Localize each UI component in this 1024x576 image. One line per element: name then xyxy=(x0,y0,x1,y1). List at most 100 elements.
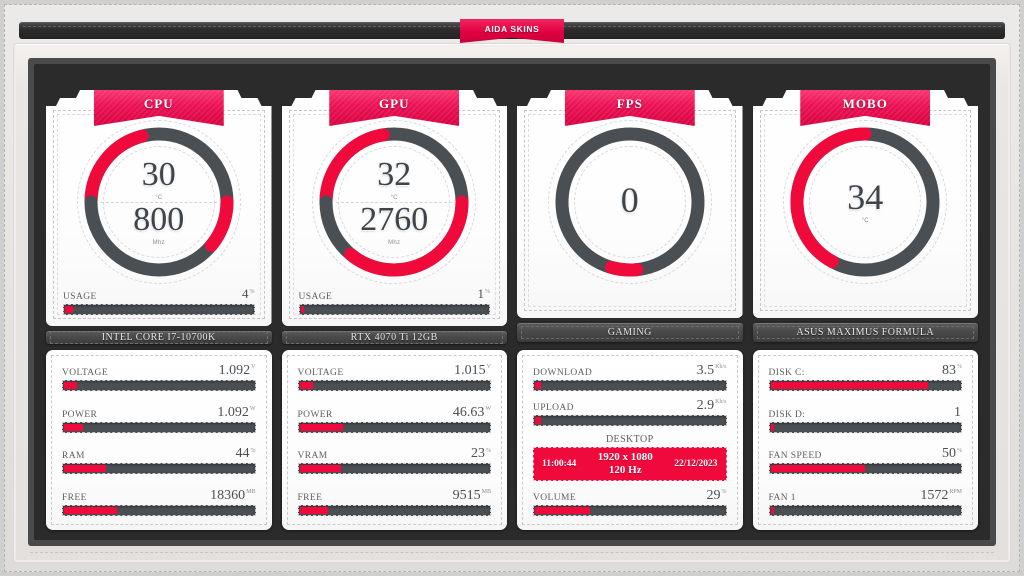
stat-label: POWER xyxy=(297,409,333,420)
aida-skins-tab-label: AIDA SKINS xyxy=(484,24,540,34)
stat-bar-fill xyxy=(64,423,83,431)
stat-label: FAN 1 xyxy=(768,492,796,503)
usage-label: USAGE xyxy=(298,292,333,302)
stat-unit: Kb/s xyxy=(715,399,727,406)
stat-unit: W xyxy=(485,406,491,412)
stat-unit: % xyxy=(957,447,962,454)
usage-bar-fill xyxy=(65,306,73,313)
device-plate-inner: ASUS MAXIMUS FORMULA xyxy=(756,326,974,339)
stat-bar xyxy=(768,380,962,391)
gauge-area: 30 °C 800 Mhz xyxy=(55,118,263,286)
stat-bar xyxy=(297,463,491,475)
stat-label: DISK C: xyxy=(768,368,805,378)
stat-bar xyxy=(533,380,727,391)
dashboard-grid: 30 °C 800 Mhz USAGE 4% CPU xyxy=(34,64,990,540)
gauge-dial: 0 xyxy=(546,118,714,286)
stat-label: UPLOAD xyxy=(533,403,574,413)
stat-row: VOLTAGE 1.092V xyxy=(62,364,256,391)
usage-bar xyxy=(63,304,255,315)
stat-list: VOLTAGE 1.092V POWER 1.092W RAM 44% FREE… xyxy=(56,360,262,520)
outer-frame: AIDA SKINS 30 °C 800 Mhz xyxy=(4,4,1020,572)
usage-unit: % xyxy=(249,288,255,295)
device-plate: GAMING xyxy=(517,323,743,342)
stat-value: 1.092W xyxy=(217,404,256,420)
stat-row: FAN SPEED 50% xyxy=(768,447,962,475)
stat-list: DISK C: 83% DISK D: 1 FAN SPEED 50% FAN … xyxy=(763,360,969,520)
stat-value: 1572RPM xyxy=(920,487,962,503)
desktop-info-row: DESKTOP 11:00:44 1920 x 1080 120 Hz 22/1… xyxy=(533,434,727,481)
stat-row: POWER 1.092W xyxy=(62,404,256,433)
stat-bar-fill xyxy=(535,417,541,424)
stat-bar xyxy=(297,380,491,391)
stat-bar-fill xyxy=(299,423,344,431)
gauge-card-cpu: 30 °C 800 Mhz USAGE 4% CPU xyxy=(46,90,272,344)
stat-value: 83% xyxy=(942,363,962,378)
stat-bar xyxy=(297,504,491,516)
stat-bar xyxy=(62,380,256,391)
desktop-title: DESKTOP xyxy=(605,434,654,445)
gauge-card-body: 32 °C 2760 Mhz USAGE 1% xyxy=(282,90,508,326)
stat-value: 44% xyxy=(235,446,256,462)
stat-value: 29% xyxy=(706,488,727,503)
gauge-inner-guide xyxy=(574,146,686,258)
stat-card-3: DISK C: 83% DISK D: 1 FAN SPEED 50% FAN … xyxy=(752,350,978,530)
stat-bar-fill xyxy=(535,382,541,389)
stat-bar xyxy=(768,463,962,475)
stat-value: 18360MB xyxy=(210,487,256,503)
stat-bar-fill xyxy=(299,382,313,389)
dashboard-surface: 30 °C 800 Mhz USAGE 4% CPU xyxy=(34,64,990,540)
desktop-refresh-rate: 120 Hz xyxy=(608,464,642,476)
device-name: ASUS MAXIMUS FORMULA xyxy=(796,327,935,338)
gauge-title: FPS xyxy=(616,96,643,111)
usage-value: 4% xyxy=(242,286,255,301)
stat-bar xyxy=(768,421,962,433)
gauge-card-body: 30 °C 800 Mhz USAGE 4% xyxy=(46,90,272,326)
stat-row: VRAM 23% xyxy=(297,447,491,475)
stat-bar-fill xyxy=(770,423,775,431)
stat-row: FAN 1 1572RPM xyxy=(768,487,962,516)
gauge-title: GPU xyxy=(379,96,410,111)
stat-label: DISK D: xyxy=(768,409,806,420)
stat-bar-fill xyxy=(64,506,118,514)
gauge-area: 34 °C xyxy=(762,118,970,286)
gauge-card-mobo: 34 °C MOBO ASUS MAXIMUS FORMULA xyxy=(752,90,978,342)
stat-bar xyxy=(533,415,727,426)
gauge-area: 0 xyxy=(526,118,734,286)
stat-bar-fill xyxy=(64,382,78,389)
device-name: GAMING xyxy=(607,327,652,338)
stat-row: DISK D: 1 xyxy=(768,405,962,433)
stat-row: DOWNLOAD 3.5Kb/s xyxy=(533,364,727,391)
aida-skins-tab[interactable]: AIDA SKINS xyxy=(460,19,564,43)
usage-block: USAGE 1% xyxy=(291,286,499,317)
stat-label: POWER xyxy=(62,409,98,420)
desktop-resolution: 1920 x 1080 120 Hz xyxy=(597,451,653,476)
device-plate: INTEL CORE I7-10700K xyxy=(46,331,272,344)
stat-unit: % xyxy=(721,489,727,496)
stat-card-0: VOLTAGE 1.092V POWER 1.092W RAM 44% FREE… xyxy=(46,350,272,530)
stat-unit: V xyxy=(486,364,491,371)
stat-label: VOLTAGE xyxy=(297,368,344,378)
stat-label: RAM xyxy=(62,451,85,462)
stat-row: UPLOAD 2.9Kb/s xyxy=(533,399,727,426)
device-plate: ASUS MAXIMUS FORMULA xyxy=(752,323,978,342)
stat-value: 1.092V xyxy=(218,363,256,378)
stat-unit: MB xyxy=(481,489,491,496)
gauge-area: 32 °C 2760 Mhz xyxy=(291,118,499,286)
stat-unit: W xyxy=(249,406,256,412)
stat-bar-fill xyxy=(770,382,928,389)
stat-bar xyxy=(297,421,491,433)
gauge-card-gpu: 32 °C 2760 Mhz USAGE 1% GPU xyxy=(281,90,508,344)
stat-value: 2.9Kb/s xyxy=(696,398,727,413)
stat-bar-fill xyxy=(770,506,775,514)
gauge-outer-guide xyxy=(548,120,712,284)
usage-unit: % xyxy=(485,288,490,295)
stat-card-1: VOLTAGE 1.015V POWER 46.63W VRAM 23% FRE… xyxy=(281,350,507,530)
stat-bar-fill xyxy=(299,465,342,473)
stat-bar-fill xyxy=(535,507,590,514)
stat-unit: MB xyxy=(246,489,256,496)
device-plate: RTX 4070 Ti 12GB xyxy=(281,331,507,344)
device-name: RTX 4070 Ti 12GB xyxy=(350,332,438,343)
stat-bar xyxy=(62,421,256,433)
stat-label: VOLTAGE xyxy=(62,368,109,378)
